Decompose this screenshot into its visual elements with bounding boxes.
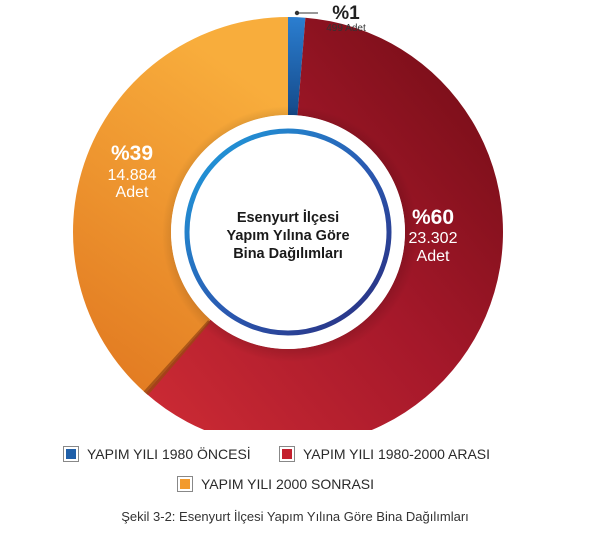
legend-label: YAPIM YILI 1980 ÖNCESİ xyxy=(87,446,251,462)
donut-hole xyxy=(171,115,405,349)
slice-blue-percent: %1 xyxy=(332,3,360,24)
inner-ring xyxy=(184,128,392,336)
center-title-line-3: Bina Dağılımları xyxy=(233,246,343,262)
slice-2000-sonrasi xyxy=(73,16,288,394)
legend-swatch-orange xyxy=(177,476,193,492)
figure-caption: Şekil 3-2: Esenyurt İlçesi Yapım Yılına … xyxy=(121,509,469,524)
slice-border-shadow xyxy=(143,320,211,396)
slice-1980-2000-arasi xyxy=(145,17,503,430)
legend-swatch-blue xyxy=(63,446,79,462)
legend-item-1980-oncesi: YAPIM YILI 1980 ÖNCESİ xyxy=(63,446,251,462)
slice-red-unit: Adet xyxy=(417,248,450,265)
slice-blue-count-label: 499 Adet xyxy=(326,23,366,34)
donut-chart: Esenyurt İlçesi Yapım Yılına Göre Bina D… xyxy=(73,3,503,430)
slice-1980-oncesi xyxy=(288,17,306,116)
slice-red-percent: %60 xyxy=(412,206,454,229)
callout-dot xyxy=(294,10,300,16)
legend-item-1980-2000: YAPIM YILI 1980-2000 ARASI xyxy=(279,446,491,462)
slice-orange-percent: %39 xyxy=(111,142,153,165)
center-title-line-2: Yapım Yılına Göre xyxy=(226,228,349,244)
legend-swatch-red xyxy=(279,446,295,462)
center-title-line-1: Esenyurt İlçesi xyxy=(237,209,339,226)
slice-orange-unit: Adet xyxy=(116,184,149,201)
legend-label: YAPIM YILI 1980-2000 ARASI xyxy=(303,446,491,462)
slice-orange-count: 14.884 xyxy=(108,167,157,184)
donut-slices xyxy=(73,16,503,430)
slice-red-count: 23.302 xyxy=(409,230,458,247)
legend-label: YAPIM YILI 2000 SONRASI xyxy=(201,476,375,492)
legend-item-2000-sonrasi: YAPIM YILI 2000 SONRASI xyxy=(177,476,375,492)
